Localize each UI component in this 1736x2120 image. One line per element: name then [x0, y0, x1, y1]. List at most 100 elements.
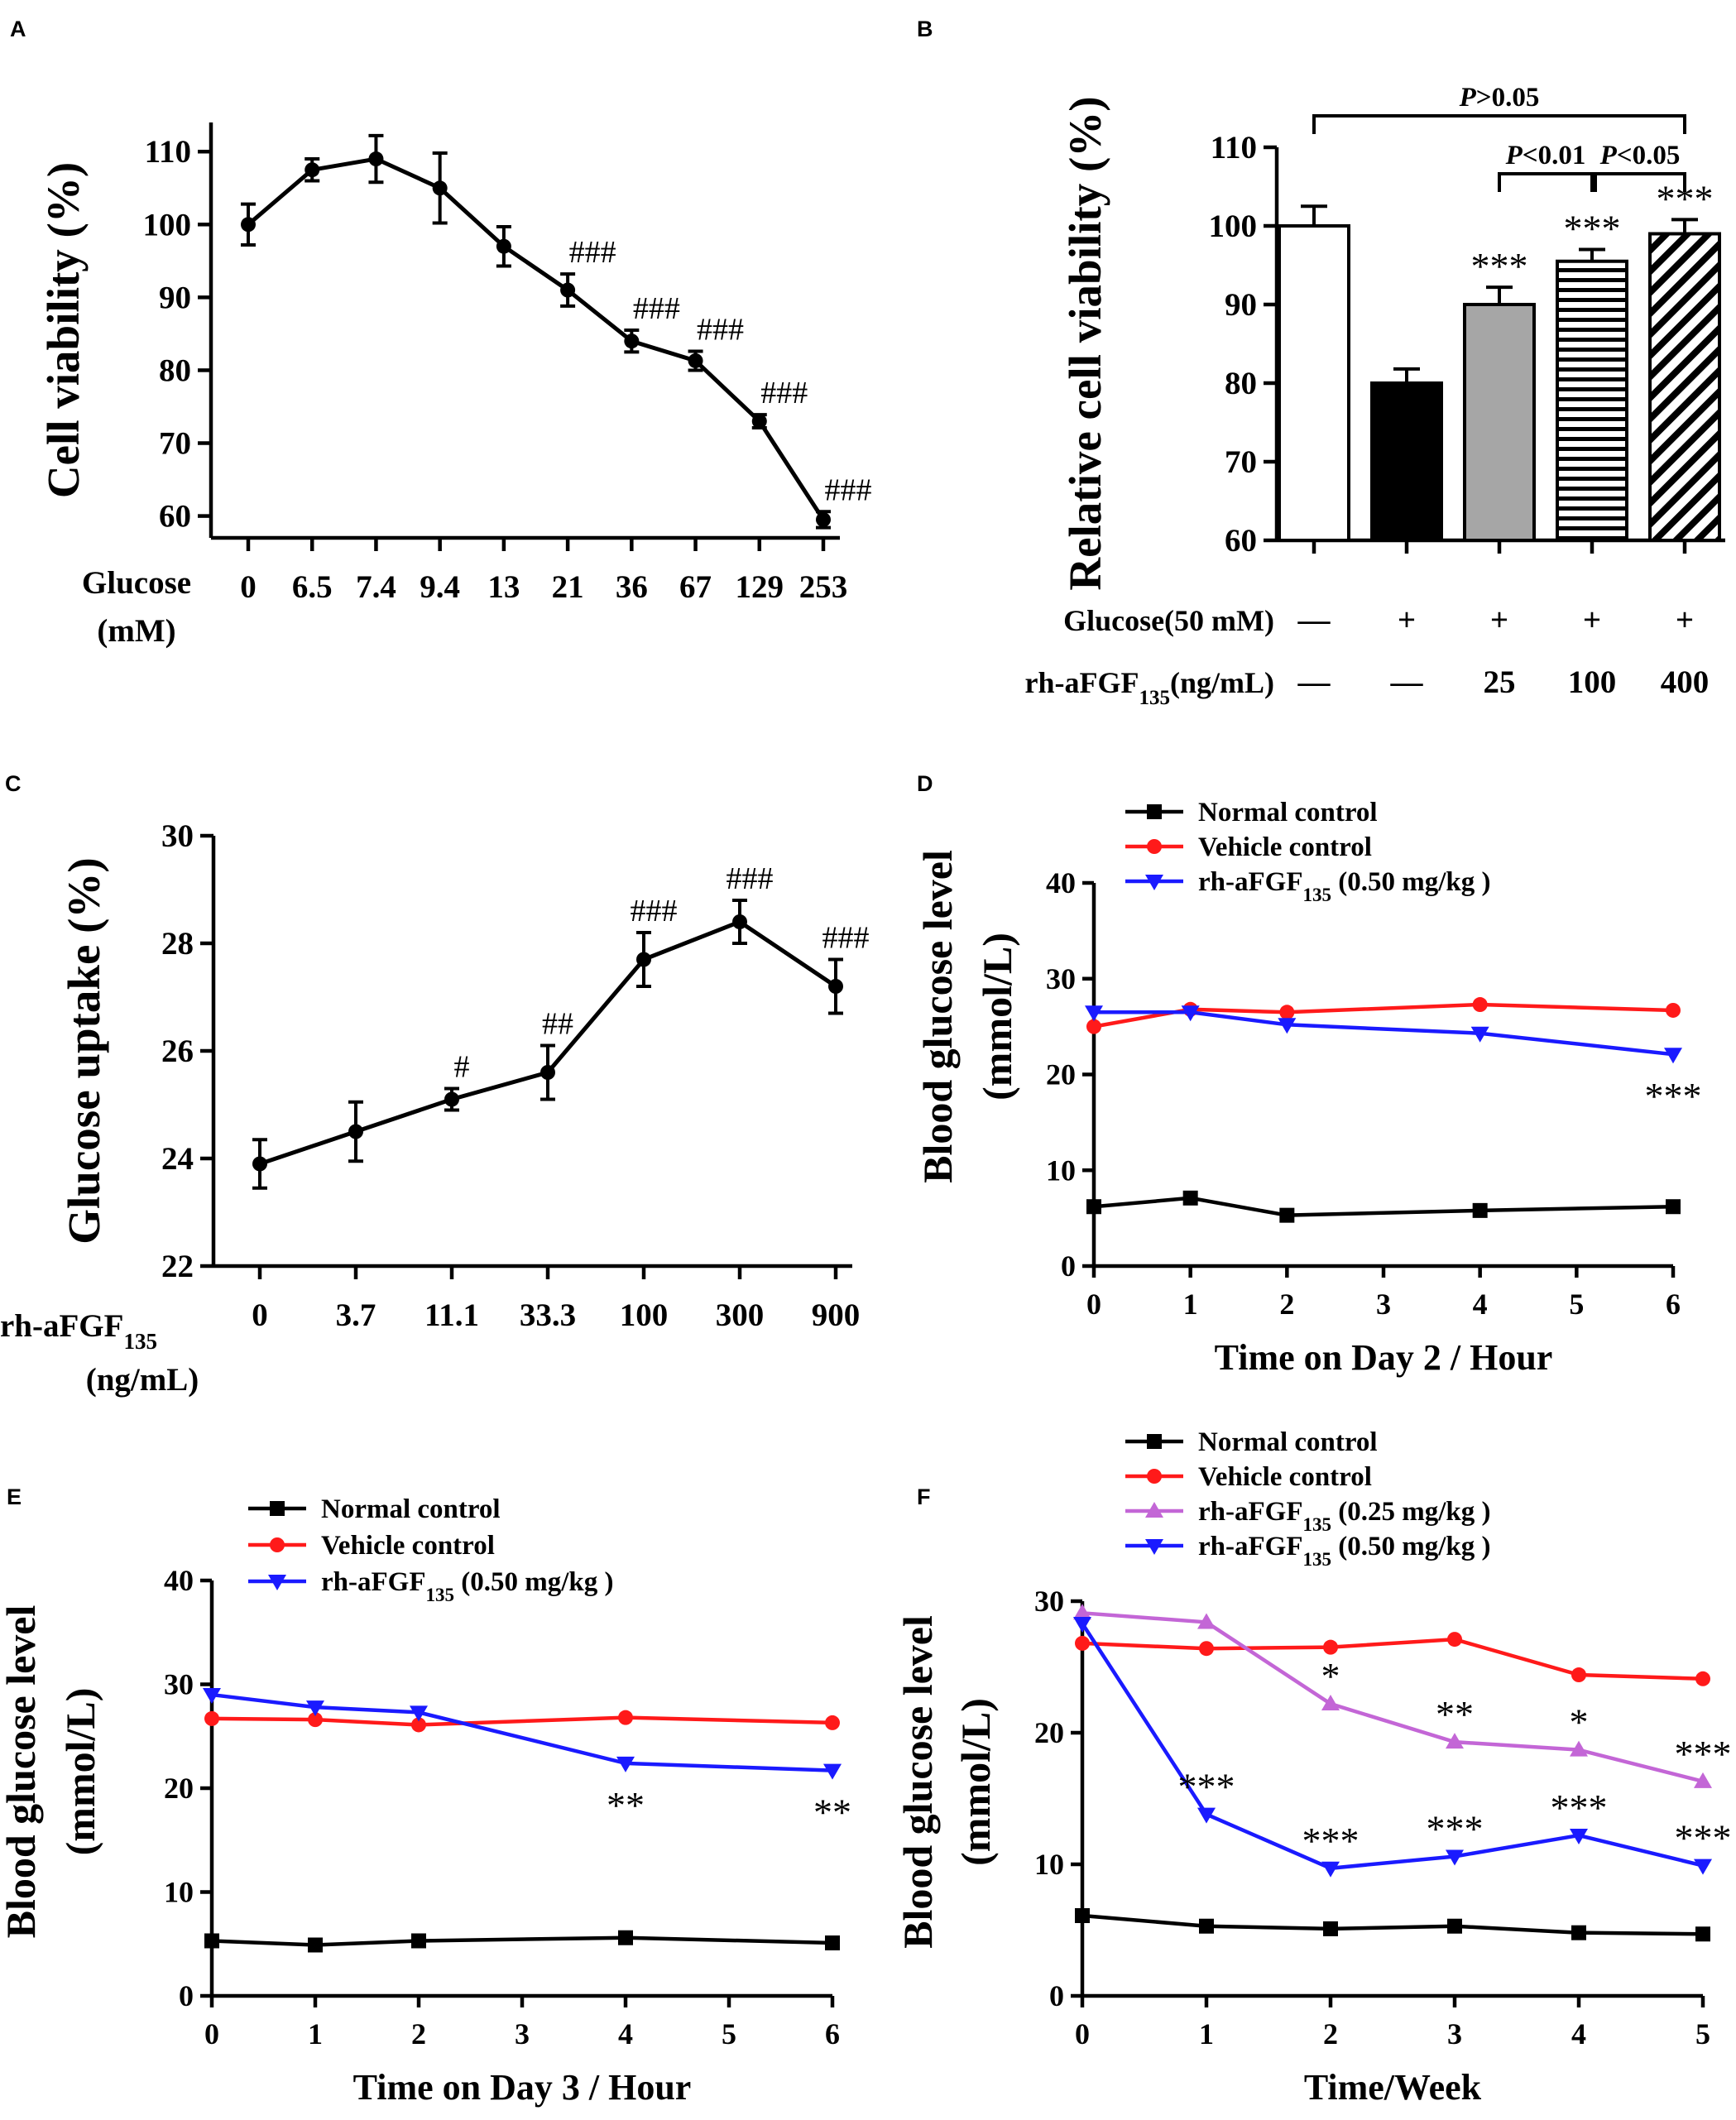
significance-annotation: ### — [825, 472, 872, 507]
significance-stars: *** — [1675, 1817, 1732, 1859]
bracket-label-value: <0.05 — [1617, 141, 1681, 170]
panel-e: E 0 10 20 30 40 0 1 2 3 4 5 6 Time on Day 3 / Hour Blo… — [0, 1484, 851, 2108]
data-point — [540, 1065, 555, 1080]
y-axis-label: Relative cell viability (%) — [1060, 96, 1110, 590]
x-tick-label: 7.4 — [356, 569, 396, 605]
significance-stars: *** — [1645, 1075, 1702, 1117]
significance-annotation: ### — [822, 921, 870, 956]
legend-marker — [1145, 875, 1163, 890]
legend-label: rh-aFGF135 (0.25 mg/kg ) — [1198, 1497, 1490, 1535]
data-point — [1472, 997, 1488, 1013]
y-tick-label: 70 — [1225, 444, 1257, 480]
legend-label: Vehicle control — [1198, 1462, 1372, 1492]
comparison-bracket — [1498, 172, 1594, 192]
row-value-rhafgf: 25 — [1484, 664, 1516, 700]
significance-stars: *** — [1178, 1766, 1235, 1808]
y-tick-label: 10 — [164, 1876, 194, 1909]
data-point — [624, 333, 640, 349]
bracket-label: P>0.05 — [1459, 83, 1540, 113]
data-point — [410, 1705, 428, 1722]
panel-label: B — [917, 17, 933, 41]
significance-stars: *** — [1302, 1820, 1360, 1862]
y-tick-label: 100 — [143, 207, 192, 242]
legend-marker — [270, 1537, 285, 1552]
panel-label: E — [7, 1484, 22, 1509]
legend-suffix: (0.50 mg/kg ) — [1331, 1532, 1491, 1561]
x-tick-label: 36 — [616, 569, 648, 605]
bar — [1278, 224, 1350, 542]
x-axis-label: Time on Day 3 / Hour — [353, 2067, 692, 2108]
x-tick-label: 33.3 — [520, 1297, 576, 1333]
data-point — [1197, 1807, 1216, 1824]
row-value-glucose: — — [1297, 602, 1331, 638]
y-axis-label: Blood glucose level — [894, 1615, 941, 1949]
data-line — [247, 156, 826, 521]
data-point — [1571, 1667, 1586, 1683]
legend-label: rh-aFGF135 (0.50 mg/kg ) — [1198, 1532, 1490, 1570]
y-tick-label: 10 — [1034, 1848, 1064, 1881]
legend-label: Normal control — [1198, 1427, 1378, 1457]
data-point — [1666, 1199, 1681, 1215]
y-tick-label: 40 — [1046, 866, 1076, 899]
data-point — [1075, 1635, 1090, 1651]
legend-subscript: 135 — [1302, 885, 1331, 905]
legend-suffix: (0.25 mg/kg ) — [1331, 1497, 1491, 1527]
x-tick-label: 0 — [1075, 2017, 1090, 2050]
data-point — [816, 511, 831, 527]
y-tick-label: 10 — [1046, 1154, 1076, 1187]
x-tick-label: 6.5 — [292, 569, 333, 605]
data-point — [1447, 1632, 1462, 1648]
x-tick-label: 0 — [252, 1297, 268, 1333]
y-tick-label: 30 — [1034, 1585, 1064, 1618]
significance-stars: ** — [813, 1791, 851, 1834]
x-axis-label-subscript: 135 — [123, 1329, 157, 1354]
data-point — [1323, 1639, 1338, 1655]
significance-annotation: ## — [542, 1007, 573, 1042]
data-point — [688, 353, 703, 368]
data-point — [204, 1933, 219, 1949]
x-tick-label: 0 — [240, 569, 257, 605]
data-point — [252, 1156, 267, 1172]
data-point — [1570, 1740, 1588, 1757]
comparison-bracket — [1312, 114, 1686, 134]
significance-annotation: ### — [631, 894, 678, 928]
y-tick-label: 60 — [1225, 523, 1257, 559]
legend-subscript: 135 — [425, 1585, 454, 1605]
legend-label: Vehicle control — [321, 1531, 495, 1561]
significance-stars: *** — [1551, 1787, 1608, 1829]
data-point — [1321, 1861, 1340, 1878]
data-point — [825, 1715, 840, 1730]
bar — [1370, 381, 1443, 542]
y-tick-label: 80 — [159, 353, 191, 388]
data-point — [1472, 1202, 1488, 1218]
series-line — [1081, 1913, 1704, 1936]
x-tick-label: 5 — [722, 2017, 736, 2050]
data-point — [308, 1712, 323, 1728]
data-point — [411, 1717, 426, 1733]
legend-marker — [1145, 1539, 1163, 1555]
data-point — [1694, 1859, 1712, 1875]
y-axis-label: (mmol/L) — [952, 1698, 999, 1866]
x-tick-label: 5 — [1569, 1288, 1584, 1321]
bracket-label-p: P — [1459, 83, 1477, 113]
y-tick-label: 0 — [1049, 1979, 1064, 2012]
row-label-glucose: Glucose(50 mM) — [1063, 604, 1274, 637]
data-point — [1323, 1921, 1338, 1936]
legend-subscript: 135 — [1302, 1514, 1331, 1535]
y-tick-label: 22 — [161, 1249, 194, 1284]
y-tick-label: 110 — [1211, 130, 1257, 165]
legend-marker — [1147, 1434, 1162, 1449]
data-point — [305, 162, 320, 178]
x-tick-label: 6 — [825, 2017, 840, 2050]
y-axis-label: Cell viability (%) — [38, 162, 89, 498]
data-point — [1570, 1829, 1588, 1845]
legend-marker — [268, 1575, 286, 1590]
legend-label: Normal control — [321, 1494, 501, 1524]
data-point — [1279, 1207, 1295, 1223]
y-tick-label: 20 — [1034, 1716, 1064, 1749]
panel-label: F — [917, 1484, 931, 1509]
data-point — [618, 1930, 633, 1945]
significance-stars: ** — [1436, 1693, 1474, 1735]
significance-annotation: ### — [569, 235, 616, 270]
bracket-label-value: <0.01 — [1523, 141, 1586, 170]
